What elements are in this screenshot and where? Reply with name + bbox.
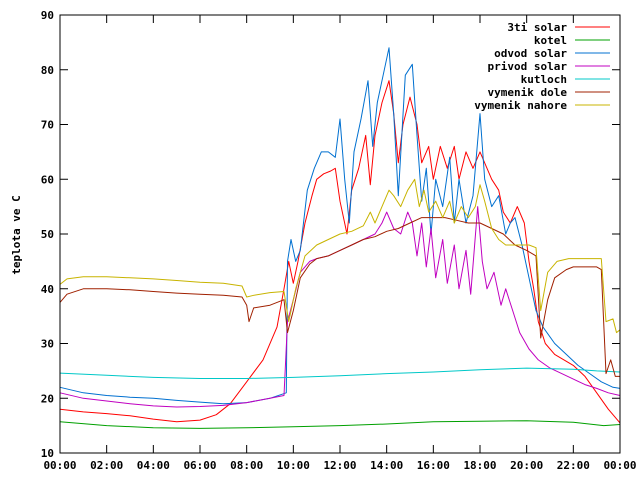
y-tick-label: 90 bbox=[41, 9, 54, 22]
series-line-kotel bbox=[59, 420, 621, 429]
x-tick-label: 00:00 bbox=[43, 459, 76, 472]
x-tick-label: 00:00 bbox=[603, 459, 636, 472]
legend-label: odvod solar bbox=[494, 47, 567, 60]
y-axis-title: teplota ve C bbox=[10, 195, 23, 274]
x-tick-label: 22:00 bbox=[557, 459, 590, 472]
legend-label: 3ti solar bbox=[507, 21, 567, 34]
y-axis-label: teplota ve C bbox=[10, 195, 23, 274]
axis-ticks: 10 20 30 40 50 60 70 80 90 00:00 02:00 04:00 06:00 08… bbox=[41, 9, 637, 472]
legend-label: kotel bbox=[534, 34, 567, 47]
x-tick-label: 16:00 bbox=[417, 459, 450, 472]
legend-label: kutloch bbox=[521, 73, 567, 86]
x-tick-label: 06:00 bbox=[183, 459, 216, 472]
y-tick-label: 80 bbox=[41, 64, 54, 77]
x-tick-label: 20:00 bbox=[510, 459, 543, 472]
y-tick-label: 20 bbox=[41, 392, 54, 405]
y-tick-label: 30 bbox=[41, 338, 54, 351]
series-line-privod-solar bbox=[59, 206, 621, 408]
y-tick-label: 60 bbox=[41, 173, 54, 186]
x-tick-label: 18:00 bbox=[463, 459, 496, 472]
x-tick-label: 02:00 bbox=[90, 459, 123, 472]
legend-label: vymenik nahore bbox=[474, 99, 567, 112]
x-tick-label: 12:00 bbox=[323, 459, 356, 472]
x-tick-label: 08:00 bbox=[230, 459, 263, 472]
series-line-vymenik-nahore bbox=[59, 178, 621, 334]
series-lines bbox=[59, 47, 621, 429]
y-tick-label: 50 bbox=[41, 228, 54, 241]
y-tick-label: 10 bbox=[41, 447, 54, 460]
y-tick-label: 70 bbox=[41, 119, 54, 132]
x-tick-label: 04:00 bbox=[137, 459, 170, 472]
series-line-3ti-solar bbox=[59, 80, 621, 424]
series-line-kutloch bbox=[59, 367, 621, 379]
legend-label: vymenik dole bbox=[488, 86, 568, 99]
plot-frame bbox=[59, 14, 621, 454]
legend-label: privod solar bbox=[488, 60, 568, 73]
x-tick-label: 10:00 bbox=[277, 459, 310, 472]
x-tick-label: 14:00 bbox=[370, 459, 403, 472]
series-line-vymenik-dole bbox=[59, 217, 620, 377]
y-tick-label: 40 bbox=[41, 283, 54, 296]
